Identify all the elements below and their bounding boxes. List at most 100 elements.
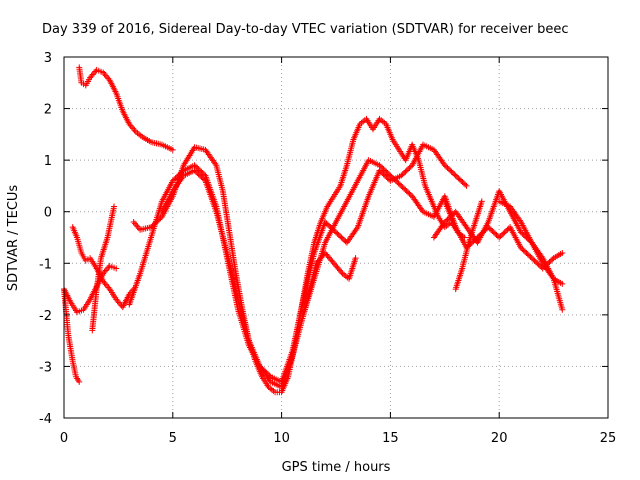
data-point xyxy=(406,164,413,171)
data-point xyxy=(443,163,450,170)
data-point xyxy=(403,188,410,195)
data-point xyxy=(326,222,333,229)
data-point xyxy=(485,224,492,231)
data-point xyxy=(526,252,533,259)
data-point xyxy=(195,171,202,178)
data-point xyxy=(398,172,405,179)
series-trace-12 xyxy=(452,198,485,293)
data-point xyxy=(559,306,566,313)
data-point xyxy=(532,258,539,265)
data-point xyxy=(331,228,338,235)
data-point xyxy=(549,256,556,263)
data-point xyxy=(523,249,530,256)
data-point xyxy=(201,171,208,178)
data-point xyxy=(401,185,407,192)
data-point xyxy=(381,167,388,174)
data-point xyxy=(530,256,537,263)
data-point xyxy=(402,168,409,175)
data-point xyxy=(398,182,405,189)
data-point xyxy=(380,171,387,178)
series-trace-13 xyxy=(496,198,566,287)
data-point xyxy=(479,229,486,236)
data-point xyxy=(493,231,500,238)
data-point xyxy=(173,173,180,180)
data-point xyxy=(395,180,402,187)
data-point xyxy=(197,172,203,179)
data-point xyxy=(324,221,331,228)
data-point xyxy=(531,257,538,264)
data-point xyxy=(405,166,412,173)
data-point xyxy=(477,231,484,238)
data-point xyxy=(111,203,118,210)
data-point xyxy=(384,170,391,177)
data-point xyxy=(496,234,503,241)
data-point xyxy=(256,363,263,370)
y-tick-label: -4 xyxy=(39,412,52,427)
data-point xyxy=(405,189,412,196)
series-trace-9 xyxy=(300,249,359,318)
x-axis-label: GPS time / hours xyxy=(282,460,391,475)
data-point xyxy=(478,198,485,205)
data-point xyxy=(451,171,458,178)
data-points xyxy=(61,64,566,396)
data-point xyxy=(559,249,566,256)
plot-border xyxy=(63,56,609,419)
data-point xyxy=(195,166,202,173)
data-point xyxy=(384,175,391,182)
tick-labels: 0 5 10 15 20 25 -4 -3 -2 -1 0 1 2 3 xyxy=(39,51,616,446)
data-point xyxy=(322,219,329,226)
data-point xyxy=(449,170,456,177)
data-point xyxy=(377,168,384,175)
data-point xyxy=(486,225,493,232)
data-point xyxy=(401,170,407,177)
x-tick-label: 0 xyxy=(60,431,68,446)
data-point xyxy=(262,368,269,375)
data-point xyxy=(171,176,178,183)
data-point xyxy=(503,228,509,235)
data-point xyxy=(177,170,184,177)
data-point xyxy=(148,224,155,231)
data-point xyxy=(445,166,452,173)
y-tick-label: 3 xyxy=(44,51,52,66)
data-point xyxy=(194,164,201,171)
data-point xyxy=(517,229,524,236)
y-tick-label: -3 xyxy=(39,360,52,375)
y-tick-label: 2 xyxy=(44,103,52,118)
data-point xyxy=(192,163,199,170)
axis-ticks xyxy=(63,56,609,419)
data-point xyxy=(194,170,201,177)
data-point xyxy=(482,226,489,233)
data-point xyxy=(259,366,266,373)
data-point xyxy=(545,260,552,267)
data-point xyxy=(333,229,339,236)
data-point xyxy=(402,186,409,193)
data-point xyxy=(381,172,388,179)
data-point xyxy=(380,166,387,173)
data-point xyxy=(520,247,527,254)
data-point xyxy=(266,372,273,379)
data-point xyxy=(522,248,529,255)
x-tick-label: 25 xyxy=(600,431,617,446)
data-point xyxy=(498,231,505,238)
y-tick-label: -2 xyxy=(39,309,52,324)
data-point xyxy=(456,176,463,183)
data-point xyxy=(339,235,346,242)
data-point xyxy=(504,226,511,233)
data-point xyxy=(474,234,481,241)
data-point xyxy=(500,230,507,237)
data-point xyxy=(327,224,334,231)
y-axis-label: SDTVAR / TECUs xyxy=(6,185,21,292)
data-point xyxy=(492,230,499,237)
data-point xyxy=(473,235,480,242)
data-point xyxy=(475,233,482,240)
data-point xyxy=(335,231,342,238)
data-point xyxy=(399,171,406,178)
x-tick-label: 5 xyxy=(169,431,177,446)
data-point xyxy=(537,262,543,269)
data-point xyxy=(376,167,383,174)
data-point xyxy=(172,175,179,182)
data-point xyxy=(519,246,526,253)
data-point xyxy=(263,369,270,376)
data-point xyxy=(534,260,541,267)
